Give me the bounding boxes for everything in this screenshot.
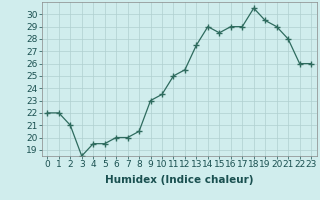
- X-axis label: Humidex (Indice chaleur): Humidex (Indice chaleur): [105, 175, 253, 185]
